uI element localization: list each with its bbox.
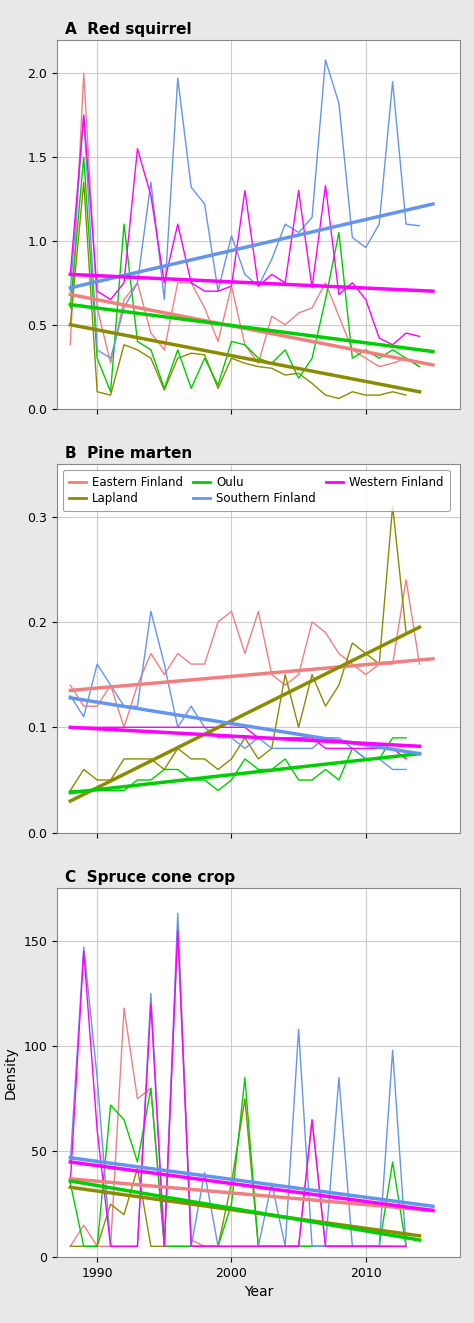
Y-axis label: Density: Density bbox=[4, 1046, 18, 1099]
Legend: Eastern Finland, Lapland, Oulu, Southern Finland, Western Finland: Eastern Finland, Lapland, Oulu, Southern… bbox=[63, 470, 449, 511]
Text: C  Spruce cone crop: C Spruce cone crop bbox=[65, 871, 235, 885]
Text: A  Red squirrel: A Red squirrel bbox=[65, 22, 191, 37]
Text: B  Pine marten: B Pine marten bbox=[65, 446, 192, 462]
X-axis label: Year: Year bbox=[244, 1285, 273, 1299]
